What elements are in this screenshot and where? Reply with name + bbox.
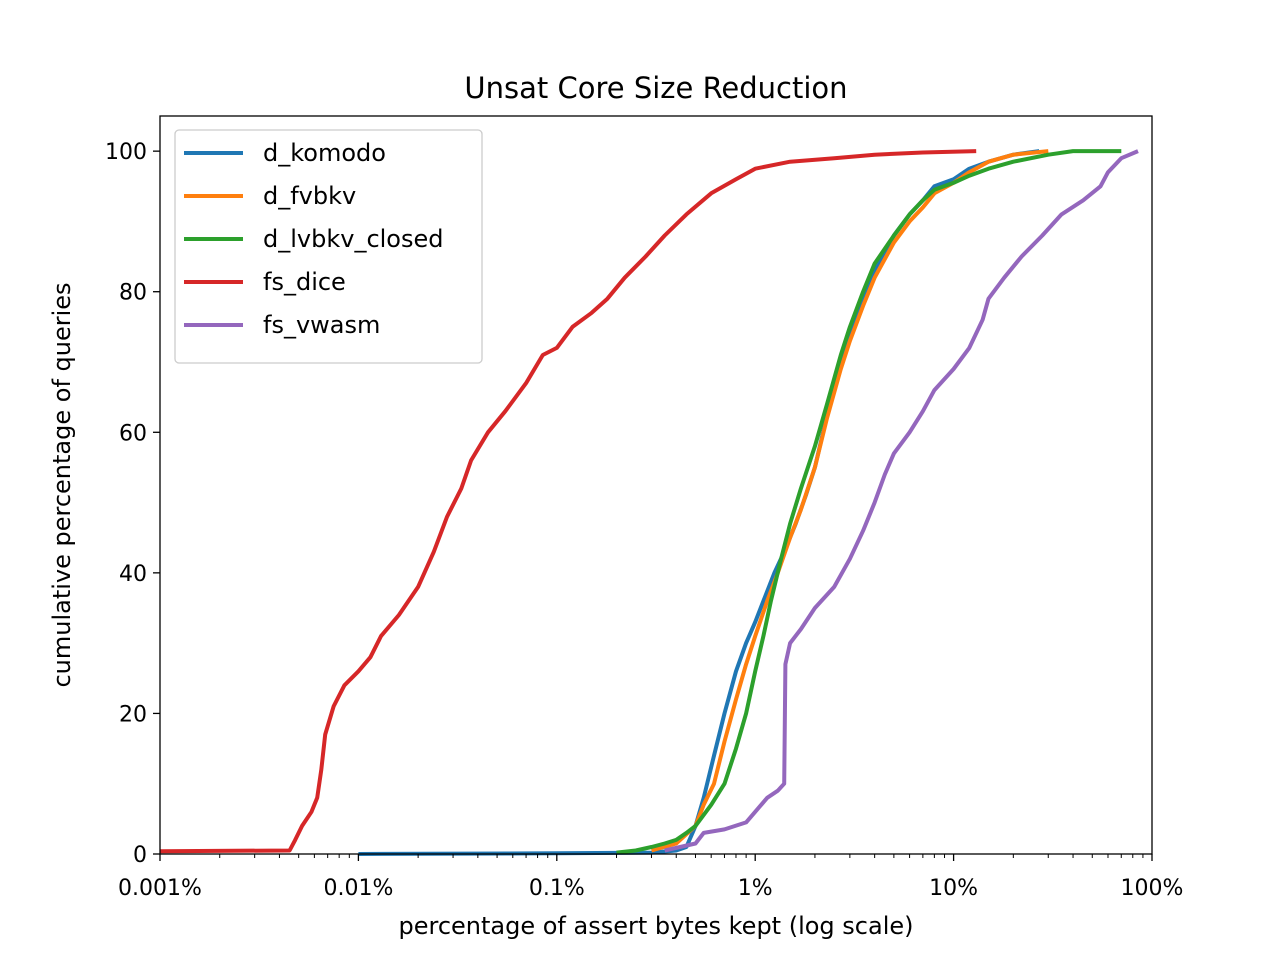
chart-title: Unsat Core Size Reduction: [464, 71, 847, 105]
y-tick-label: 0: [133, 843, 147, 868]
x-axis-label: percentage of assert bytes kept (log sca…: [398, 912, 913, 940]
legend-label: d_komodo: [263, 139, 386, 167]
x-axis: 0.001% 0.01% 0.1% 1% 10% 100%: [118, 854, 1183, 901]
y-tick-label: 80: [119, 281, 147, 306]
y-axis: 0 20 40 60 80 100: [105, 140, 160, 868]
legend: d_komodo d_fvbkv d_lvbkv_closed fs_dice fs_v…: [174, 129, 483, 364]
y-tick-label: 60: [119, 421, 147, 446]
y-tick-label: 100: [105, 140, 147, 165]
x-tick-label: 1%: [738, 876, 773, 901]
y-axis-label: cumulative percentage of queries: [48, 282, 76, 687]
legend-label: d_fvbkv: [263, 182, 356, 210]
x-tick-label: 0.001%: [118, 876, 202, 901]
legend-label: fs_vwasm: [263, 311, 380, 339]
x-tick-label: 10%: [929, 876, 978, 901]
x-tick-label: 0.01%: [323, 876, 393, 901]
series-line-d_lvbkv_closed: [616, 149, 1122, 855]
series-line-fs_dice: [159, 149, 977, 854]
legend-box: [174, 129, 483, 364]
y-tick-label: 40: [119, 562, 147, 587]
x-tick-label: 0.1%: [529, 876, 585, 901]
legend-label: fs_dice: [263, 268, 346, 296]
series-line-fs_vwasm: [664, 149, 1139, 853]
x-tick-label: 100%: [1121, 876, 1184, 901]
plot-series: [159, 149, 1139, 856]
plot-frame: [159, 115, 1153, 855]
y-tick-label: 20: [119, 702, 147, 727]
legend-label: d_lvbkv_closed: [263, 225, 444, 253]
